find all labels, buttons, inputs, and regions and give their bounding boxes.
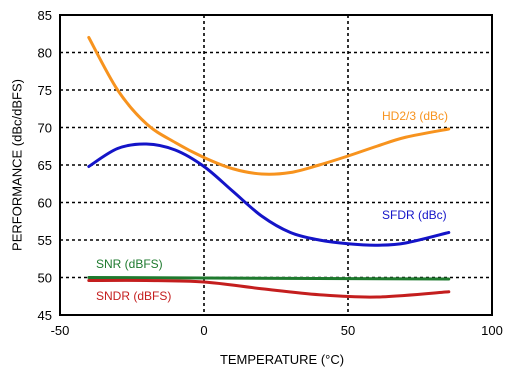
y-tick-label: 45 xyxy=(38,308,52,323)
series-line-1 xyxy=(87,142,451,247)
series-label-0: HD2/3 (dBc) xyxy=(382,109,448,123)
series-line-0 xyxy=(87,36,451,176)
y-tick-labels: 45 50 55 60 65 70 75 80 85 xyxy=(38,8,52,323)
series-label-2: SNR (dBFS) xyxy=(96,257,163,271)
series-labels: HD2/3 (dBc) SFDR (dBc) SNR (dBFS) SNDR (dBF… xyxy=(96,109,448,303)
y-tick-label: 55 xyxy=(38,233,52,248)
y-tick-label: 50 xyxy=(38,271,52,286)
y-axis-title: PERFORMANCE (dBc/dBFS) xyxy=(9,79,24,251)
x-axis-title: TEMPERATURE (°C) xyxy=(220,352,344,367)
series-lines xyxy=(87,36,451,299)
series-line-2 xyxy=(87,276,451,281)
y-tick-label: 70 xyxy=(38,121,52,136)
x-tick-label: 50 xyxy=(341,323,355,338)
series-label-3: SNDR (dBFS) xyxy=(96,289,171,303)
y-tick-label: 75 xyxy=(38,83,52,98)
grid xyxy=(60,15,492,315)
x-tick-labels: -50 0 50 100 xyxy=(51,323,503,338)
y-tick-label: 65 xyxy=(38,158,52,173)
series-line-3 xyxy=(87,278,451,299)
x-tick-label: 100 xyxy=(481,323,503,338)
y-tick-label: 80 xyxy=(38,46,52,61)
series-label-1: SFDR (dBc) xyxy=(382,208,447,222)
y-tick-label: 85 xyxy=(38,8,52,23)
plot-frame xyxy=(59,14,493,316)
x-tick-label: -50 xyxy=(51,323,70,338)
y-tick-label: 60 xyxy=(38,196,52,211)
x-tick-label: 0 xyxy=(200,323,207,338)
